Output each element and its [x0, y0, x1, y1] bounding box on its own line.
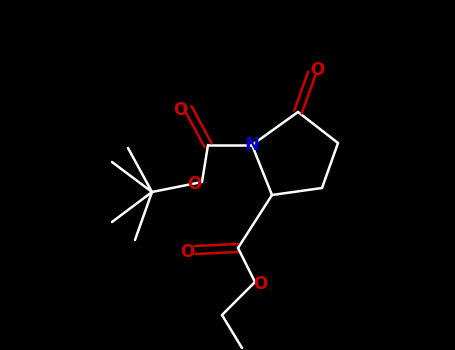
Text: N: N — [244, 136, 259, 154]
Text: O: O — [310, 61, 324, 79]
Text: O: O — [180, 243, 194, 261]
Text: O: O — [253, 275, 267, 293]
Text: O: O — [187, 175, 201, 193]
Text: O: O — [173, 101, 187, 119]
